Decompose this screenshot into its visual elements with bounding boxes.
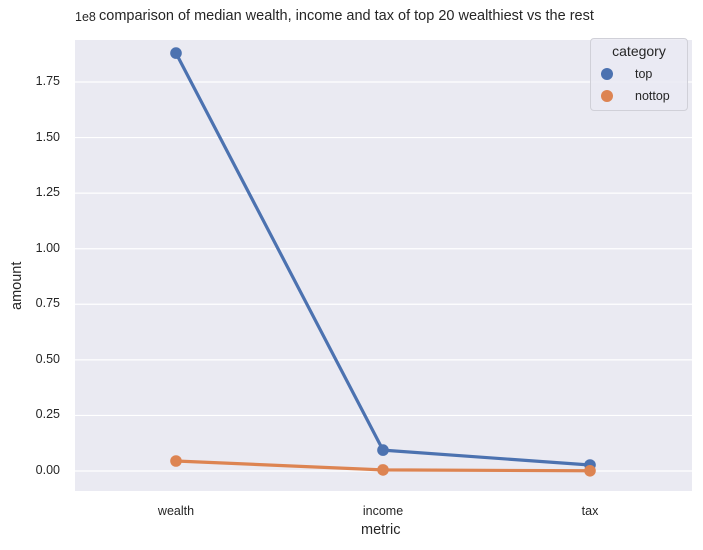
legend: category top nottop [590,38,688,111]
data-point-top [377,444,389,456]
x-tick-label: income [362,504,404,518]
legend-title: category [612,43,666,59]
y-tick-label: 1.00 [35,240,60,255]
y-axis-label: amount [9,261,25,310]
legend-label-nottop: nottop [635,89,670,103]
y-tick-label: 1.25 [35,185,60,200]
data-point-nottop [584,464,596,477]
y-tick-label: 1.50 [35,129,60,144]
data-point-nottop [170,455,182,467]
legend-item-nottop: nottop [601,87,670,105]
y-axis-label-wrap: amount [9,262,29,350]
y-tick-label: 1.75 [35,74,60,88]
x-tick-label: tax [581,504,599,518]
y-tick-label: 0.00 [35,463,60,477]
x-tick-label: wealth [157,504,195,518]
legend-marker-top-icon [601,68,613,80]
y-tick-label: 0.50 [35,351,60,366]
series-points [170,47,596,477]
data-point-nottop [377,464,389,476]
y-tick-label: 0.25 [35,407,60,422]
y-tick-label: 0.75 [35,296,60,311]
chart-title: comparison of median wealth, income and … [99,8,594,24]
legend-label-top: top [635,67,653,81]
grid-lines [75,81,692,472]
data-point-top [170,47,182,59]
y-axis-offset-label: 1e8 [75,10,96,24]
legend-item-top: top [601,65,652,83]
legend-marker-nottop-icon [601,90,613,102]
x-axis-label: metric [361,522,401,538]
